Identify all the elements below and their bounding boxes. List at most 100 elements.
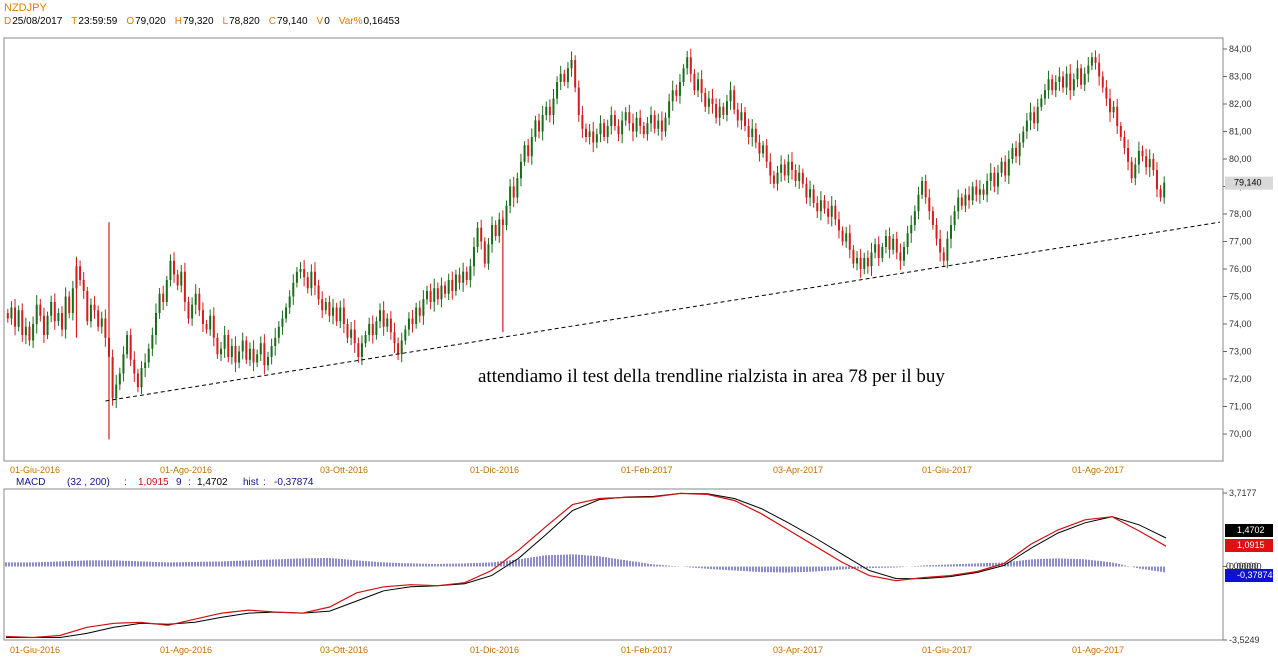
macd-x-tick-label: 01-Ago-2017 xyxy=(1072,645,1124,655)
candle xyxy=(1108,88,1111,122)
candle xyxy=(14,298,17,336)
y-tick-label: 72,00 xyxy=(1229,374,1252,384)
candle xyxy=(671,80,674,111)
candle xyxy=(216,333,219,359)
candle xyxy=(346,318,349,343)
candle xyxy=(823,195,826,214)
candle xyxy=(949,215,952,249)
candle xyxy=(895,231,898,260)
candle xyxy=(360,335,363,365)
candle xyxy=(462,262,465,292)
candle xyxy=(798,164,801,189)
candle xyxy=(978,180,981,204)
quote-key: T xyxy=(71,16,78,27)
candle xyxy=(339,300,342,329)
y-tick-label: 81,00 xyxy=(1229,127,1252,137)
quote-value: 25/08/2017 xyxy=(12,16,63,27)
candle xyxy=(917,186,920,220)
candle xyxy=(1141,145,1144,162)
candle xyxy=(451,271,454,300)
candle xyxy=(292,274,295,306)
candle xyxy=(151,327,154,357)
candle xyxy=(1054,75,1057,98)
x-tick-label: 01-Giu-2017 xyxy=(922,465,972,475)
candle xyxy=(718,98,721,126)
candle xyxy=(248,342,251,367)
candle xyxy=(613,110,616,131)
macd-x-tick-label: 03-Ott-2016 xyxy=(320,645,368,655)
quote-o: O79,020 xyxy=(126,16,165,27)
macd-y-tick-label: 0,00000 xyxy=(1229,561,1262,571)
candle xyxy=(397,337,400,361)
candle xyxy=(79,260,82,286)
macd-x-tick-label: 01-Dic-2016 xyxy=(470,645,519,655)
candle xyxy=(1015,141,1018,164)
candle xyxy=(187,296,190,324)
candle xyxy=(960,193,963,210)
macd-x-tick-label: 01-Giu-2016 xyxy=(10,645,60,655)
macd-panel-frame xyxy=(3,488,1224,641)
macd-value-tag-bg xyxy=(1225,539,1273,552)
candle xyxy=(104,309,107,347)
candle xyxy=(332,298,335,325)
candle xyxy=(158,287,161,319)
candle xyxy=(1090,52,1093,71)
candle xyxy=(386,313,389,332)
candle xyxy=(465,266,468,286)
candle xyxy=(794,164,797,187)
y-tick-label: 73,00 xyxy=(1229,347,1252,357)
quote-l: L78,820 xyxy=(223,16,260,27)
candle xyxy=(754,122,757,149)
y-tick-label: 74,00 xyxy=(1229,319,1252,329)
candle xyxy=(1069,64,1072,100)
candle xyxy=(86,286,89,326)
candle xyxy=(483,237,486,268)
candle xyxy=(422,290,425,325)
y-tick-label: 75,00 xyxy=(1229,292,1252,302)
x-tick-label: 01-Feb-2017 xyxy=(621,465,673,475)
candle xyxy=(906,225,909,255)
x-tick-label: 01-Ago-2017 xyxy=(1072,465,1124,475)
candle xyxy=(205,319,208,334)
candle xyxy=(628,104,631,131)
quote-key: V xyxy=(316,16,324,27)
candle xyxy=(1094,50,1097,70)
candle xyxy=(1163,176,1166,204)
quote-key: D xyxy=(4,16,12,27)
candle xyxy=(523,141,526,166)
macd-value-tag: -0,37874 xyxy=(1237,570,1273,580)
quote-value: 0,16453 xyxy=(363,16,400,27)
candle xyxy=(903,241,906,266)
candle xyxy=(996,164,999,195)
candle xyxy=(1065,66,1068,95)
candle xyxy=(693,69,696,95)
macd-y-tick-label: -3,5249 xyxy=(1229,635,1260,645)
quote-value: 79,320 xyxy=(182,16,214,27)
candle xyxy=(118,367,121,391)
candle xyxy=(530,128,533,165)
candle xyxy=(154,303,157,345)
candle xyxy=(837,211,840,239)
macd-legend-name: MACD xyxy=(16,477,45,488)
y-tick-label: 82,00 xyxy=(1229,99,1252,109)
candle xyxy=(678,74,681,104)
candle xyxy=(859,248,862,279)
candle xyxy=(53,293,56,330)
candle xyxy=(783,159,786,181)
quote-value: 79,020 xyxy=(135,16,166,27)
quote-t: T23:59:59 xyxy=(71,16,117,27)
candle xyxy=(1112,100,1115,119)
candle xyxy=(263,334,266,375)
signal-line xyxy=(6,492,1167,638)
candle xyxy=(238,345,241,369)
candle xyxy=(64,287,67,339)
candle xyxy=(668,93,671,126)
candle xyxy=(295,267,298,288)
quote-key: Var% xyxy=(338,16,363,27)
quote-value: 78,820 xyxy=(229,16,260,27)
candle xyxy=(1155,162,1158,198)
macd-zero-label: 0,00000 xyxy=(1226,561,1259,571)
candle xyxy=(368,317,371,342)
candle xyxy=(689,48,692,83)
macd-legend-signal-name: 9 xyxy=(176,477,182,488)
